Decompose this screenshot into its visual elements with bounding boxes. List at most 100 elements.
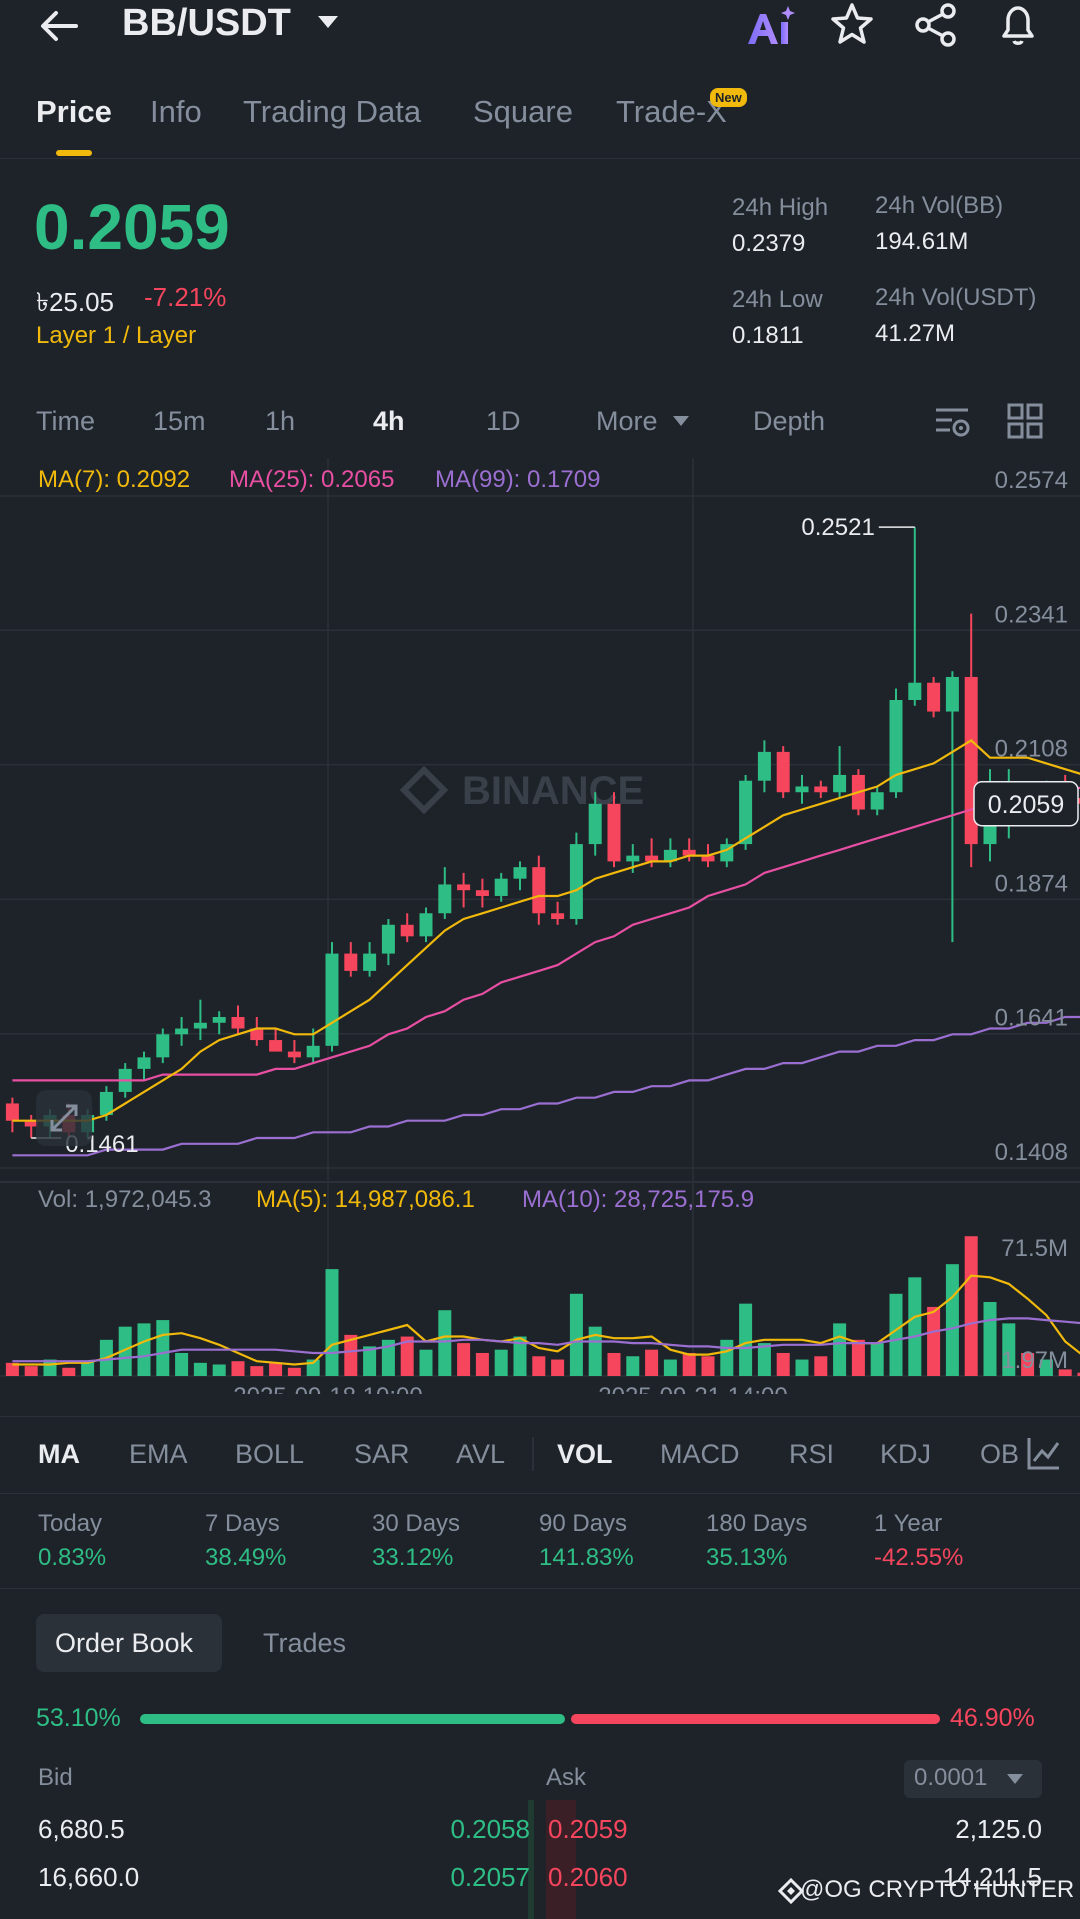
- bid-price[interactable]: 0.2057: [450, 1862, 530, 1892]
- vol-quote-label: 24h Vol(USDT): [875, 284, 1037, 311]
- back-arrow-icon[interactable]: [36, 4, 84, 48]
- bid-ratio: 53.10%: [36, 1704, 121, 1732]
- precision-value[interactable]: 0.0001: [914, 1764, 988, 1791]
- volume-bar: [607, 1352, 621, 1376]
- volume-bar: [513, 1336, 527, 1376]
- ai-icon[interactable]: [744, 4, 796, 48]
- volume-bar: [24, 1366, 38, 1376]
- precision-caret-icon[interactable]: [1006, 1772, 1024, 1786]
- tab-trading-data[interactable]: Trading Data: [243, 94, 422, 129]
- interval-depth[interactable]: Depth: [753, 406, 826, 436]
- candle-body: [5, 1103, 19, 1121]
- vol-ma10-legend: MA(10): 28,725,175.9: [522, 1186, 755, 1213]
- time-axis-label: 2025-09-21 14:00: [598, 1383, 788, 1394]
- caret-down-icon[interactable]: [316, 12, 340, 32]
- order-book-tab[interactable]: [36, 1614, 222, 1672]
- bid-price[interactable]: 0.2058: [450, 1814, 530, 1844]
- interval-4h[interactable]: 4h: [373, 406, 405, 436]
- volume-bar: [494, 1349, 508, 1376]
- category-tag[interactable]: Layer 1 / Layer: [36, 322, 197, 349]
- indicator-rsi[interactable]: RSI: [789, 1439, 835, 1469]
- tab-trade-x[interactable]: Trade-X: [616, 94, 727, 129]
- new-badge: New: [710, 88, 747, 107]
- volume-bar: [739, 1303, 753, 1376]
- candle-body: [776, 751, 790, 793]
- interval-time[interactable]: Time: [36, 406, 95, 436]
- high-value: 0.2379: [732, 230, 806, 257]
- ask-price[interactable]: 0.2059: [548, 1814, 628, 1844]
- candle-body: [739, 780, 753, 845]
- order-book-tab-label[interactable]: Order Book: [55, 1628, 194, 1658]
- ask-depth-bar: [546, 1800, 576, 1919]
- indicator-vol[interactable]: VOL: [557, 1439, 613, 1469]
- vol-ma5-legend: MA(5): 14,987,086.1: [256, 1186, 475, 1213]
- volume-bar: [62, 1367, 76, 1376]
- binance-logo-icon: [778, 1878, 804, 1904]
- indicator-divider: [532, 1437, 534, 1471]
- tab-square[interactable]: Square: [473, 94, 573, 129]
- bell-icon[interactable]: [992, 0, 1044, 50]
- ma99-line: [12, 1015, 1080, 1157]
- candle-body: [588, 803, 602, 845]
- bid-header: Bid: [38, 1764, 73, 1791]
- candle-body: [757, 751, 771, 781]
- volume-bar: [193, 1362, 207, 1376]
- volume-bar: [118, 1326, 132, 1376]
- indicator-kdj[interactable]: KDJ: [880, 1439, 932, 1469]
- candlestick-chart[interactable]: BINANCE 0.25740.23410.21080.18740.16410.…: [0, 458, 1080, 1394]
- interval-1h[interactable]: 1h: [265, 406, 296, 436]
- max-price-label: 0.2521: [801, 514, 874, 541]
- volume-bar: [1039, 1359, 1053, 1376]
- candle-body: [381, 924, 395, 954]
- vol-base-label: 24h Vol(BB): [875, 192, 1004, 219]
- tab-info[interactable]: Info: [150, 94, 202, 129]
- pair-title[interactable]: BB/USDT: [122, 2, 291, 44]
- change-percent: -7.21%: [144, 282, 227, 312]
- interval-1d[interactable]: 1D: [486, 406, 521, 436]
- indicator-sar[interactable]: SAR: [354, 1439, 410, 1469]
- indicator-avl[interactable]: AVL: [456, 1439, 506, 1469]
- order-book-row[interactable]: 6,680.5 0.2058 0.2059 2,125.0: [0, 1814, 1080, 1862]
- volume-bar: [250, 1366, 264, 1376]
- tab-price[interactable]: Price: [36, 94, 112, 129]
- candle-body: [231, 1017, 245, 1029]
- indicator-ma[interactable]: MA: [38, 1439, 80, 1469]
- performance-label: 30 Days: [372, 1510, 461, 1537]
- more-caret-icon[interactable]: [672, 414, 690, 428]
- vol-legend: Vol: 1,972,045.3: [38, 1186, 212, 1213]
- candle-body: [551, 913, 565, 920]
- indicator-ema[interactable]: EMA: [129, 1439, 188, 1469]
- interval-15m[interactable]: 15m: [153, 406, 206, 436]
- performance-value: 33.12%: [372, 1544, 454, 1571]
- candle-body: [833, 774, 847, 793]
- price-axis-label: 0.1408: [995, 1139, 1068, 1166]
- volume-bar: [569, 1293, 583, 1376]
- ask-ratio-bar: [571, 1714, 940, 1724]
- share-icon[interactable]: [910, 0, 962, 50]
- indicator-boll[interactable]: BOLL: [235, 1439, 305, 1469]
- expand-chart-icon[interactable]: [36, 1090, 92, 1146]
- ask-price[interactable]: 0.2060: [548, 1862, 628, 1892]
- ma99-legend: MA(99): 0.1709: [435, 466, 601, 493]
- indicator-macd[interactable]: MACD: [660, 1439, 740, 1469]
- indicator-ob[interactable]: OB: [980, 1439, 1020, 1469]
- volume-bar: [81, 1361, 95, 1376]
- chart-settings-icon[interactable]: [932, 402, 972, 442]
- candle-body: [475, 890, 489, 896]
- trades-tab[interactable]: Trades: [263, 1628, 347, 1658]
- candle-body: [870, 792, 884, 810]
- performance-value: 38.49%: [205, 1544, 287, 1571]
- volume-bar: [156, 1320, 170, 1376]
- interval-more[interactable]: More: [596, 406, 658, 436]
- candle-body: [287, 1051, 301, 1058]
- layout-grid-icon[interactable]: [1006, 402, 1044, 440]
- volume-bar: [212, 1364, 226, 1376]
- top-bar: BB/USDT: [0, 0, 1080, 60]
- star-icon[interactable]: [826, 0, 878, 50]
- candle-body: [663, 849, 677, 862]
- performance-value: -42.55%: [874, 1544, 964, 1571]
- volume-bar: [1077, 1372, 1080, 1376]
- indicator-chart-icon[interactable]: [1026, 1435, 1062, 1471]
- volume-bar: [1058, 1369, 1072, 1376]
- order-book-row[interactable]: 16,660.0 0.2057 0.2060 14,211.5: [0, 1862, 1080, 1910]
